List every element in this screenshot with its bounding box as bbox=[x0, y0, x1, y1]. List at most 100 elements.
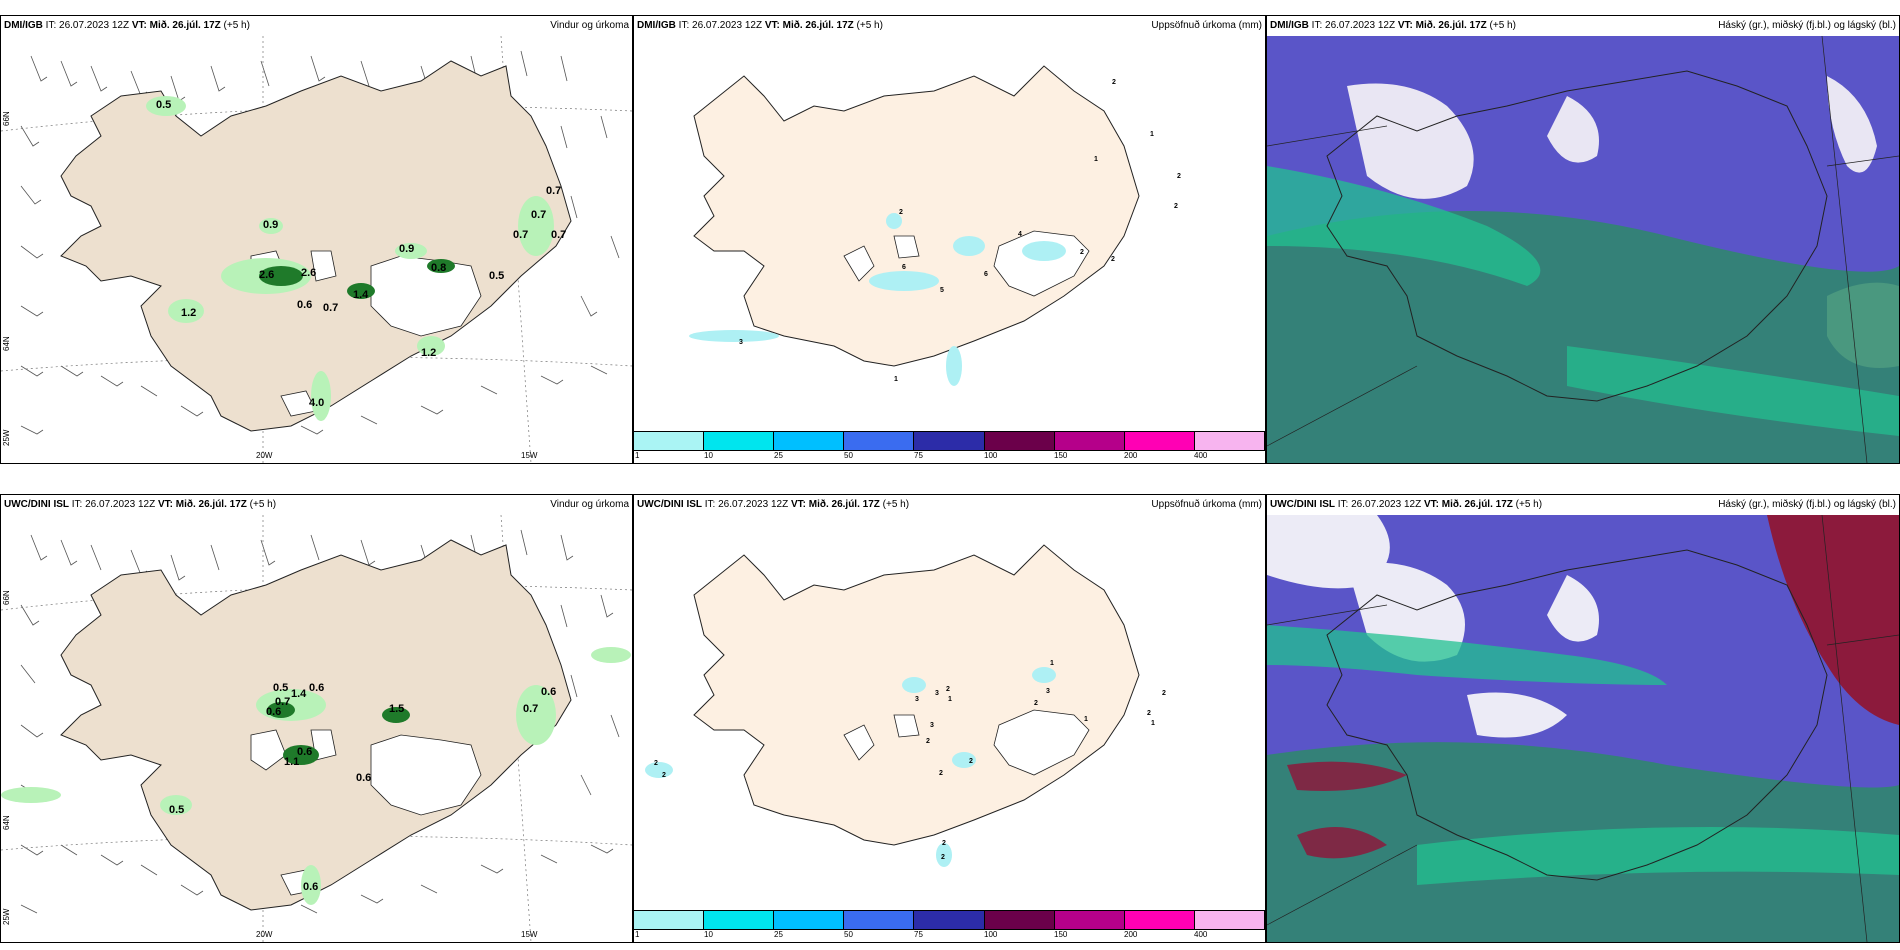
colorbar-tick: 200 bbox=[1124, 930, 1138, 939]
colorbar-tick: 400 bbox=[1194, 930, 1208, 939]
lead-time: (+5 h) bbox=[223, 20, 250, 31]
precip-label: 0.5 bbox=[273, 682, 288, 694]
colorbar-segment bbox=[703, 910, 775, 930]
precip-panel-uwc: UWC/DINI ISL IT: 26.07.2023 12Z VT: Mið.… bbox=[633, 494, 1266, 943]
model-name: DMI/IGB bbox=[1270, 20, 1309, 31]
precip-label: 1 bbox=[1151, 720, 1155, 727]
valid-time: VT: Mið. 26.júl. 17Z bbox=[1397, 20, 1487, 31]
valid-time: VT: Mið. 26.júl. 17Z bbox=[131, 20, 221, 31]
lead-time: (+5 h) bbox=[1489, 20, 1516, 31]
precip-label: 1.2 bbox=[181, 307, 196, 319]
colorbar-segment bbox=[773, 431, 845, 451]
precip-label: 0.7 bbox=[275, 696, 290, 708]
precip-label: 2 bbox=[926, 738, 930, 745]
precip-label: 1 bbox=[1050, 660, 1054, 667]
lead-time: (+5 h) bbox=[882, 499, 910, 510]
panel-title: Uppsöfnuð úrkoma (mm) bbox=[1151, 499, 1262, 510]
low-cloud-band bbox=[1267, 625, 1667, 685]
precip-label: 2 bbox=[1174, 203, 1178, 210]
valid-time: VT: Mið. 26.júl. 17Z bbox=[790, 499, 880, 510]
wind-map-svg: 0.5 0.7 0.6 1.4 0.6 0.6 1.5 0.6 0.7 1.1 … bbox=[1, 515, 632, 942]
precip-label: 2 bbox=[939, 770, 943, 777]
precip-label: 2 bbox=[662, 772, 666, 779]
lon-label-25w: 25W bbox=[2, 908, 11, 925]
precip-map: 1 3 3 2 1 3 2 1 2 2 1 2 3 2 2 2 2 2 2 bbox=[634, 515, 1265, 910]
precip-label: 0.7 bbox=[531, 209, 546, 221]
lon-label-15w: 15W bbox=[521, 930, 538, 939]
precip-shading bbox=[146, 96, 554, 421]
precip-label: 0.6 bbox=[303, 881, 318, 893]
precip-label: 1 bbox=[894, 376, 898, 383]
colorbar-tick: 50 bbox=[844, 930, 853, 939]
glacier-vatnajokull bbox=[370, 734, 482, 816]
precip-label: 0.5 bbox=[489, 270, 504, 282]
precip-label: 3 bbox=[1046, 688, 1050, 695]
precip-label: 1.4 bbox=[291, 688, 307, 700]
precip-label: 2 bbox=[946, 686, 950, 693]
cloud-panel-uwc: UWC/DINI ISL IT: 26.07.2023 12Z VT: Mið.… bbox=[1266, 494, 1900, 943]
wind-map-svg: 0.5 0.9 2.6 2.6 1.2 0.6 0.7 1.4 0.9 0.8 … bbox=[1, 36, 632, 463]
precip-label: 2 bbox=[942, 840, 946, 847]
precip-label: 1.2 bbox=[421, 347, 436, 359]
glacier-vatnajokull bbox=[993, 709, 1090, 776]
colorbar-tick: 50 bbox=[844, 451, 853, 460]
panel-header: UWC/DINI ISL IT: 26.07.2023 12Z VT: Mið.… bbox=[634, 495, 1265, 515]
precip-label: 2 bbox=[1080, 249, 1084, 256]
wind-panel-uwc: UWC/DINI ISL IT: 26.07.2023 12Z VT: Mið.… bbox=[0, 494, 633, 943]
init-time: IT: 26.07.2023 12Z bbox=[1337, 499, 1422, 510]
precip-label: 1.5 bbox=[389, 703, 404, 715]
colorbar-segment bbox=[773, 910, 845, 930]
panel-header: UWC/DINI ISL IT: 26.07.2023 12Z VT: Mið.… bbox=[1267, 495, 1899, 515]
precip-amount-labels: 0.5 0.9 2.6 2.6 1.2 0.6 0.7 1.4 0.9 0.8 … bbox=[156, 99, 566, 409]
clear-patches bbox=[1267, 515, 1599, 738]
precip-label: 2 bbox=[941, 854, 945, 861]
precip-shading bbox=[689, 213, 1066, 386]
colorbar-segment bbox=[1123, 910, 1195, 930]
precip-amount-labels: 0.5 0.7 0.6 1.4 0.6 0.6 1.5 0.6 0.7 1.1 … bbox=[169, 682, 556, 893]
cloud-map bbox=[1267, 36, 1899, 463]
init-time: IT: 26.07.2023 12Z bbox=[704, 499, 789, 510]
model-name: UWC/DINI ISL bbox=[4, 499, 69, 510]
precip-label: 1 bbox=[1094, 156, 1098, 163]
colorbar-tick: 25 bbox=[774, 451, 783, 460]
precip-label: 4.0 bbox=[309, 397, 324, 409]
model-name: UWC/DINI ISL bbox=[1270, 499, 1335, 510]
iceland-land bbox=[693, 544, 1140, 846]
cloud-map-svg bbox=[1267, 36, 1899, 463]
precip-label: 2 bbox=[969, 758, 973, 765]
lon-label-20w: 20W bbox=[256, 451, 273, 460]
precip-label: 3 bbox=[935, 690, 939, 697]
precip-label: 1 bbox=[948, 696, 952, 703]
panel-header: DMI/IGB IT: 26.07.2023 12Z VT: Mið. 26.j… bbox=[1267, 16, 1899, 36]
lat-label-64n: 64N bbox=[2, 815, 11, 830]
colorbar-tick: 75 bbox=[914, 930, 923, 939]
colorbar-segment bbox=[1193, 431, 1265, 451]
precip-label: 0.7 bbox=[551, 229, 566, 241]
panel-title: Háský (gr.), miðský (fj.bl.) og lágský (… bbox=[1718, 20, 1896, 31]
colorbar-segment bbox=[913, 431, 985, 451]
coastline bbox=[1326, 70, 1828, 402]
glacier-vatnajokull bbox=[993, 230, 1090, 297]
glacier-langjokull bbox=[843, 724, 875, 761]
colorbar-segment bbox=[843, 431, 915, 451]
precip-label: 6 bbox=[902, 264, 906, 271]
precip-label: 0.8 bbox=[431, 262, 446, 274]
init-time: IT: 26.07.2023 12Z bbox=[1311, 20, 1396, 31]
precip-label: 2 bbox=[1162, 690, 1166, 697]
lat-label-64n: 64N bbox=[2, 336, 11, 351]
precip-label: 0.6 bbox=[297, 746, 312, 758]
glacier-hofsjokull bbox=[893, 235, 920, 259]
precip-map: 2 1 1 2 2 2 2 6 4 6 5 3 1 2 bbox=[634, 36, 1265, 431]
colorbar-tick: 150 bbox=[1054, 930, 1068, 939]
colorbar bbox=[634, 910, 1265, 930]
panel-header: DMI/IGB IT: 26.07.2023 12Z VT: Mið. 26.j… bbox=[1, 16, 632, 36]
glacier-vatnajokull bbox=[370, 255, 482, 337]
lead-time: (+5 h) bbox=[856, 20, 883, 31]
grid-lines bbox=[1267, 515, 1899, 942]
precip-label: 2.6 bbox=[259, 269, 274, 281]
colorbar-tick: 1 bbox=[635, 451, 640, 460]
precip-label: 2 bbox=[1147, 710, 1151, 717]
precip-label: 3 bbox=[930, 722, 934, 729]
precip-shading bbox=[1, 647, 631, 905]
panel-title: Uppsöfnuð úrkoma (mm) bbox=[1151, 20, 1262, 31]
